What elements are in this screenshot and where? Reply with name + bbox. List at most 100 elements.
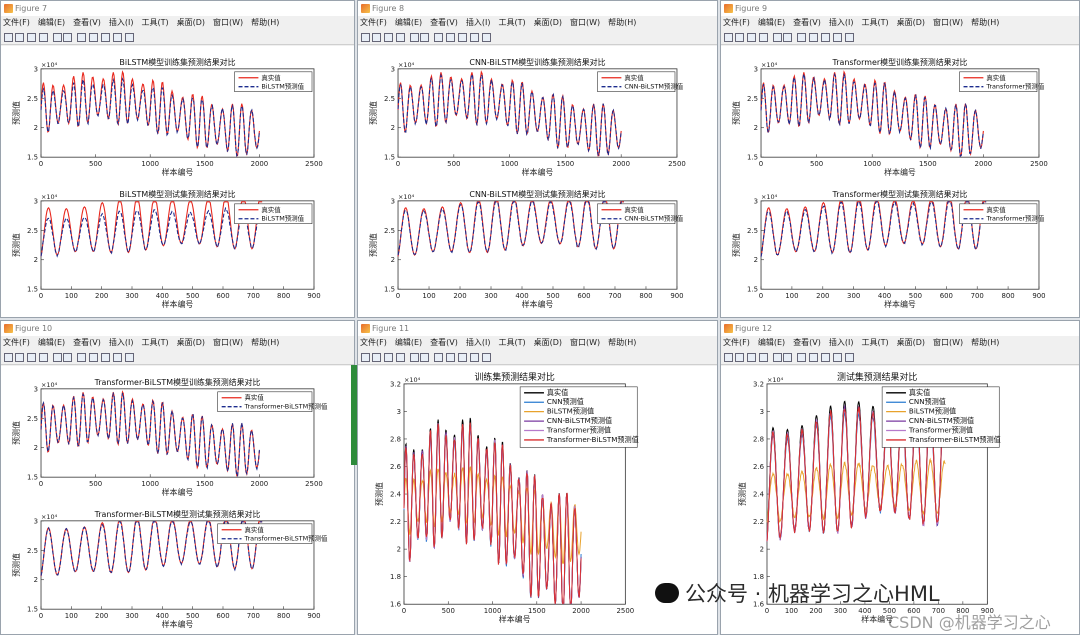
new-figure-icon[interactable]: [4, 33, 13, 42]
menu-item[interactable]: 桌面(D): [896, 18, 926, 27]
dock-icon[interactable]: [125, 353, 134, 362]
figure-window[interactable]: Figure 8 文件(F) 编辑(E) 查看(V) 插入(I) 工具(T) 桌面(D) 窗口…: [357, 0, 718, 318]
link-icon[interactable]: [783, 353, 792, 362]
menu-item[interactable]: 编辑(E): [37, 338, 66, 347]
menu-item[interactable]: 文件(F): [360, 18, 387, 27]
save-icon[interactable]: [384, 33, 393, 42]
zoom-icon[interactable]: [410, 33, 419, 42]
pointer-icon[interactable]: [101, 33, 110, 42]
plot-tools-icon[interactable]: [833, 33, 842, 42]
print-icon[interactable]: [396, 33, 405, 42]
menu-item[interactable]: 查看(V): [793, 18, 821, 27]
menu-item[interactable]: 编辑(E): [394, 338, 423, 347]
plot-tools-icon[interactable]: [470, 353, 479, 362]
menu-item[interactable]: 插入(I): [108, 18, 134, 27]
new-figure-icon[interactable]: [724, 353, 733, 362]
pointer-icon[interactable]: [101, 353, 110, 362]
dock-icon[interactable]: [482, 353, 491, 362]
menu-item[interactable]: 工具(T): [141, 18, 169, 27]
print-icon[interactable]: [39, 33, 48, 42]
menu-item[interactable]: 查看(V): [430, 338, 458, 347]
new-figure-icon[interactable]: [724, 33, 733, 42]
save-icon[interactable]: [747, 33, 756, 42]
legend-icon[interactable]: [809, 33, 818, 42]
menu-item[interactable]: 窗口(W): [933, 18, 964, 27]
dock-icon[interactable]: [482, 33, 491, 42]
menu-item[interactable]: 文件(F): [3, 338, 30, 347]
menu-item[interactable]: 插入(I): [465, 18, 491, 27]
menu-item[interactable]: 工具(T): [498, 18, 526, 27]
link-icon[interactable]: [63, 353, 72, 362]
plot-tools-icon[interactable]: [113, 33, 122, 42]
window-titlebar[interactable]: Figure 10: [1, 321, 354, 336]
menu-item[interactable]: 帮助(H): [251, 338, 280, 347]
menu-item[interactable]: 桌面(D): [176, 338, 206, 347]
zoom-icon[interactable]: [53, 353, 62, 362]
window-titlebar[interactable]: Figure 11: [358, 321, 717, 336]
menu-item[interactable]: 插入(I): [465, 338, 491, 347]
menu-item[interactable]: 查看(V): [73, 338, 101, 347]
menu-item[interactable]: 工具(T): [498, 338, 526, 347]
menu-item[interactable]: 插入(I): [828, 18, 854, 27]
colorbar-icon[interactable]: [797, 33, 806, 42]
dock-icon[interactable]: [845, 353, 854, 362]
open-file-icon[interactable]: [735, 33, 744, 42]
menu-item[interactable]: 编辑(E): [394, 18, 423, 27]
figure-window[interactable]: Figure 10 文件(F) 编辑(E) 查看(V) 插入(I) 工具(T) 桌面(D) 窗…: [0, 320, 355, 635]
legend-icon[interactable]: [89, 353, 98, 362]
window-titlebar[interactable]: Figure 9: [721, 1, 1079, 16]
menu-item[interactable]: 插入(I): [108, 338, 134, 347]
open-file-icon[interactable]: [15, 353, 24, 362]
menu-item[interactable]: 文件(F): [3, 18, 30, 27]
colorbar-icon[interactable]: [434, 353, 443, 362]
menu-item[interactable]: 帮助(H): [971, 18, 1000, 27]
legend-icon[interactable]: [446, 353, 455, 362]
save-icon[interactable]: [747, 353, 756, 362]
save-icon[interactable]: [27, 353, 36, 362]
print-icon[interactable]: [759, 353, 768, 362]
menu-item[interactable]: 查看(V): [73, 18, 101, 27]
open-file-icon[interactable]: [735, 353, 744, 362]
zoom-icon[interactable]: [773, 353, 782, 362]
link-icon[interactable]: [420, 353, 429, 362]
figure-window[interactable]: Figure 7 文件(F) 编辑(E) 查看(V) 插入(I) 工具(T) 桌面(D) 窗口…: [0, 0, 355, 318]
legend-icon[interactable]: [89, 33, 98, 42]
menu-item[interactable]: 帮助(H): [251, 18, 280, 27]
colorbar-icon[interactable]: [77, 33, 86, 42]
menu-item[interactable]: 文件(F): [360, 338, 387, 347]
pointer-icon[interactable]: [821, 353, 830, 362]
menu-item[interactable]: 桌面(D): [176, 18, 206, 27]
window-titlebar[interactable]: Figure 12: [721, 321, 1079, 336]
menu-item[interactable]: 工具(T): [861, 338, 889, 347]
plot-tools-icon[interactable]: [113, 353, 122, 362]
open-file-icon[interactable]: [372, 353, 381, 362]
menu-item[interactable]: 桌面(D): [896, 338, 926, 347]
colorbar-icon[interactable]: [77, 353, 86, 362]
menu-item[interactable]: 窗口(W): [570, 18, 601, 27]
menu-item[interactable]: 帮助(H): [608, 18, 637, 27]
menu-item[interactable]: 窗口(W): [213, 338, 244, 347]
menu-item[interactable]: 编辑(E): [757, 18, 786, 27]
window-titlebar[interactable]: Figure 8: [358, 1, 717, 16]
menu-item[interactable]: 插入(I): [828, 338, 854, 347]
print-icon[interactable]: [39, 353, 48, 362]
link-icon[interactable]: [420, 33, 429, 42]
menu-item[interactable]: 桌面(D): [533, 338, 563, 347]
link-icon[interactable]: [783, 33, 792, 42]
menu-item[interactable]: 窗口(W): [570, 338, 601, 347]
menu-item[interactable]: 窗口(W): [933, 338, 964, 347]
open-file-icon[interactable]: [15, 33, 24, 42]
menu-item[interactable]: 桌面(D): [533, 18, 563, 27]
save-icon[interactable]: [27, 33, 36, 42]
pointer-icon[interactable]: [458, 353, 467, 362]
plot-tools-icon[interactable]: [470, 33, 479, 42]
colorbar-icon[interactable]: [434, 33, 443, 42]
zoom-icon[interactable]: [53, 33, 62, 42]
menu-item[interactable]: 工具(T): [861, 18, 889, 27]
menu-item[interactable]: 工具(T): [141, 338, 169, 347]
zoom-icon[interactable]: [410, 353, 419, 362]
dock-icon[interactable]: [845, 33, 854, 42]
print-icon[interactable]: [396, 353, 405, 362]
menu-item[interactable]: 文件(F): [723, 18, 750, 27]
menu-item[interactable]: 窗口(W): [213, 18, 244, 27]
